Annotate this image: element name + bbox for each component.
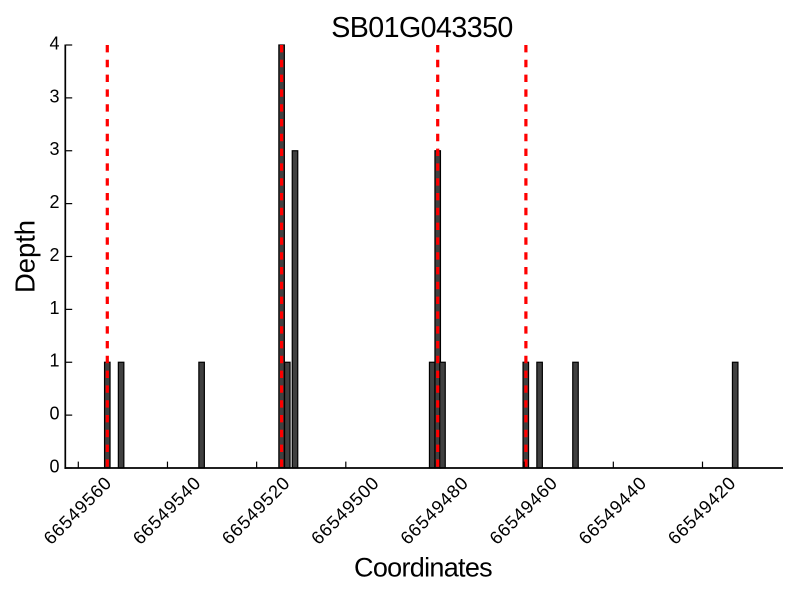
svg-text:0: 0 bbox=[49, 456, 59, 476]
svg-text:1: 1 bbox=[49, 298, 59, 318]
svg-text:SB01G043350: SB01G043350 bbox=[331, 12, 513, 44]
svg-text:3: 3 bbox=[49, 139, 59, 159]
svg-text:2: 2 bbox=[49, 192, 59, 212]
svg-text:0: 0 bbox=[49, 404, 59, 424]
svg-text:4: 4 bbox=[49, 33, 59, 53]
svg-text:3: 3 bbox=[49, 86, 59, 106]
svg-text:Depth: Depth bbox=[9, 220, 40, 293]
svg-text:2: 2 bbox=[49, 245, 59, 265]
svg-text:Coordinates: Coordinates bbox=[354, 553, 492, 583]
svg-text:1: 1 bbox=[49, 351, 59, 371]
